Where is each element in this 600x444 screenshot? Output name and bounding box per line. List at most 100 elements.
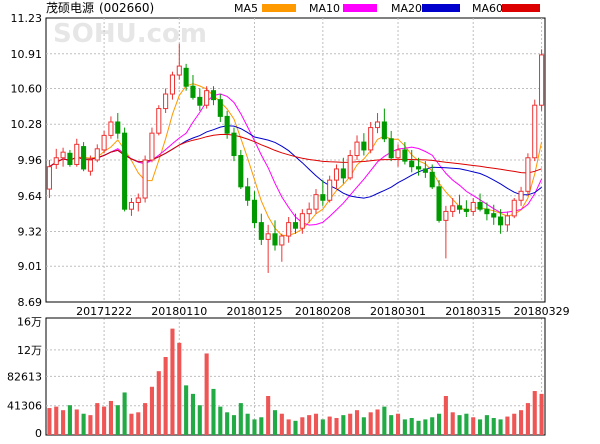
candle-down [122, 132, 128, 210]
price-tick-label: 9.32 [18, 226, 43, 239]
price-tick-label: 10.60 [11, 82, 43, 95]
volume-bar [382, 406, 387, 435]
candle-up [299, 213, 305, 229]
candle-down [361, 141, 367, 151]
volume-bar [190, 393, 196, 435]
volume-bar [67, 405, 72, 435]
date-tick-label: 20171222 [76, 305, 132, 318]
volume-bar [307, 415, 312, 435]
volume-bar [197, 405, 202, 435]
volume-bar [279, 413, 284, 435]
volume-bar [436, 413, 442, 435]
volume-bar [320, 419, 325, 435]
candle-down [498, 216, 504, 226]
candle-up [539, 54, 545, 106]
price-tick-label: 9.64 [18, 190, 43, 203]
candle-up [286, 222, 292, 237]
volume-bar [245, 413, 250, 435]
candle-down [190, 85, 196, 98]
candle-up [74, 143, 80, 165]
volume-tick-label: 82613 [7, 370, 42, 383]
candle-up [450, 205, 456, 212]
candle-up [532, 104, 538, 159]
candle-down [388, 138, 394, 159]
candle-down [67, 152, 73, 165]
volume-bar [136, 412, 141, 435]
volume-bar [156, 371, 161, 435]
date-tick-label: 20180301 [370, 305, 426, 318]
volume-bar [478, 419, 483, 435]
candle-down [402, 149, 408, 162]
legend-ma60-swatch [502, 4, 540, 12]
candle-up [169, 74, 176, 95]
volume-bar [143, 403, 148, 435]
volume-bar [211, 388, 216, 435]
candle-down [409, 160, 415, 168]
volume-bar [505, 416, 510, 435]
candle-down [491, 213, 497, 218]
volume-bar [409, 417, 414, 435]
legend-ma60-label: MA60 [472, 2, 503, 15]
volume-bar [266, 396, 271, 435]
candle-down [463, 208, 469, 212]
candle-down [381, 121, 387, 140]
volume-tick-label: 12万 [17, 344, 42, 357]
candle-up [333, 168, 340, 181]
candle-up [470, 201, 476, 212]
volume-bar [519, 410, 524, 435]
candle-up [94, 148, 100, 161]
volume-tick-label: 16万 [17, 316, 42, 329]
candle-down [197, 96, 203, 106]
volume-bar [102, 406, 107, 435]
candle-down [484, 208, 490, 215]
candle-up [395, 149, 401, 159]
volume-bar [95, 403, 100, 435]
candle-up [149, 132, 155, 161]
legend-ma5-label: MA5 [234, 2, 258, 15]
candle-down [81, 146, 87, 170]
volume-bar [334, 417, 339, 435]
watermark: SOHU.com [53, 19, 207, 49]
candle-up [279, 235, 285, 246]
candle-down [258, 222, 264, 240]
volume-bar [88, 415, 93, 435]
volume-bar [225, 412, 230, 435]
volume-bar [293, 420, 298, 435]
candle-down [231, 132, 237, 157]
candle-up [313, 194, 319, 210]
legend-ma10-swatch [343, 4, 377, 12]
candle-down [415, 166, 422, 170]
candle-up [163, 93, 169, 110]
legend-ma10-label: MA10 [309, 2, 340, 15]
price-tick-label: 9.96 [18, 154, 43, 167]
candle-down [292, 222, 299, 229]
volume-bar [457, 415, 462, 435]
candle-down [224, 115, 230, 134]
legend-ma20-swatch [422, 4, 460, 12]
stock-name: 茂硕电源 [46, 1, 94, 15]
volume-bars [47, 328, 544, 435]
candle-up [156, 108, 162, 134]
candle-up [511, 199, 517, 217]
stock-code: (002660) [99, 1, 154, 15]
volume-bar [204, 353, 209, 435]
candle-down [436, 186, 442, 221]
date-tick-label: 20180329 [514, 305, 570, 318]
candle-up [101, 134, 107, 151]
candle-up [504, 215, 510, 226]
volume-bar [395, 413, 401, 435]
candle-up [347, 155, 353, 179]
volume-bar [177, 342, 182, 435]
candle-up [128, 201, 134, 210]
candle-up [518, 190, 524, 201]
candle-down [340, 168, 346, 179]
volume-bar [54, 406, 59, 435]
volume-tick-label: 0 [35, 427, 42, 440]
candle-up [53, 157, 59, 165]
candle-down [115, 121, 121, 134]
candle-up [306, 208, 312, 215]
volume-bar [149, 386, 155, 435]
candle-down [457, 205, 463, 210]
